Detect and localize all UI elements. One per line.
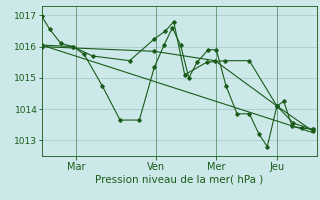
X-axis label: Pression niveau de la mer( hPa ): Pression niveau de la mer( hPa ) [95,174,263,184]
